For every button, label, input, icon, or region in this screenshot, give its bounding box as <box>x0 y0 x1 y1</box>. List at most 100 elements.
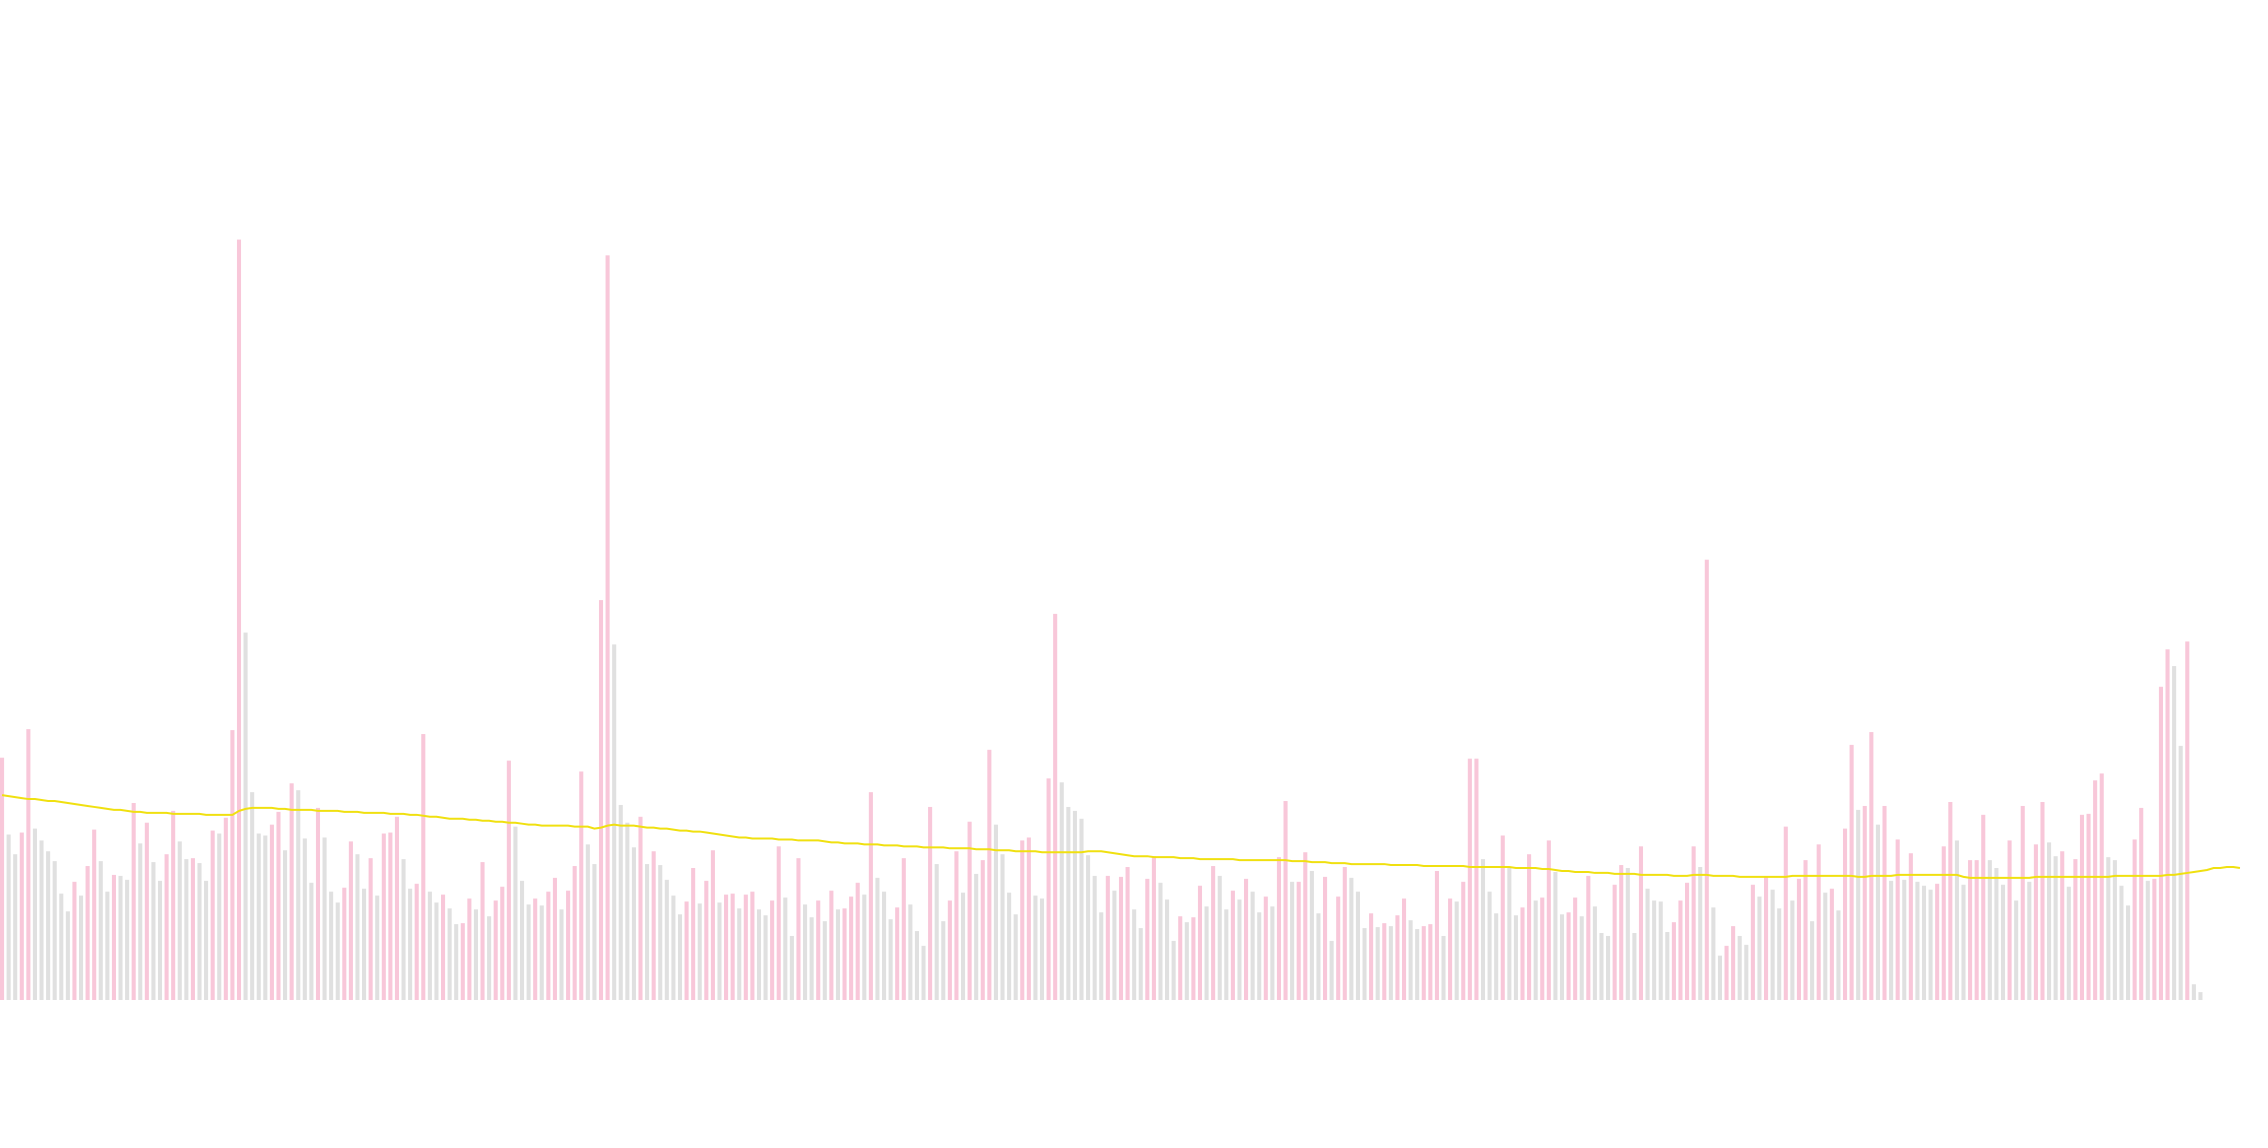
volume-bar <box>1072 810 1077 1000</box>
volume-bar <box>1494 913 1499 1000</box>
volume-bar <box>52 861 57 1000</box>
volume-bar <box>1816 844 1821 1000</box>
volume-bar <box>1033 895 1038 1000</box>
volume-bar <box>460 923 465 1000</box>
volume-bar <box>296 790 301 1000</box>
volume-bar <box>1276 857 1282 1000</box>
volume-bar <box>533 898 538 1000</box>
volume-bar <box>447 908 452 1000</box>
volume-bar <box>618 804 623 1000</box>
volume-bar <box>677 914 683 1000</box>
volume-bar <box>1606 935 1611 1000</box>
volume-bar <box>875 877 880 1000</box>
volume-bar <box>1757 896 1762 1000</box>
volume-bar <box>1020 840 1025 1000</box>
volume-bar <box>1244 878 1249 1000</box>
volume-bar <box>849 896 854 1000</box>
volume-bar <box>1184 922 1189 1000</box>
volume-bar <box>1211 866 1216 1000</box>
volume-bar <box>1039 898 1045 1000</box>
volume-bar <box>1829 888 1834 1000</box>
volume-bar <box>19 832 24 1000</box>
volume-bar <box>1645 888 1650 1000</box>
volume-bar <box>32 828 37 1000</box>
volume-bar <box>2132 839 2137 1000</box>
volume-bar <box>1935 883 1940 1000</box>
volume-bar <box>717 902 722 1000</box>
volume-bar <box>1283 801 1288 1000</box>
volume-bar <box>651 851 656 1000</box>
volume-bar <box>1981 814 1986 1000</box>
volume-bar <box>1480 859 1486 1000</box>
volume-bar <box>1961 884 1966 1000</box>
volume-bar <box>1408 920 1413 1000</box>
volume-bar <box>197 863 202 1000</box>
volume-bar <box>1461 881 1466 1000</box>
volume-bar <box>1968 860 1973 1000</box>
volume-bar <box>546 891 551 1000</box>
volume-bar <box>105 891 110 1000</box>
volume-bar <box>1316 913 1321 1000</box>
volume-bar <box>368 858 373 1000</box>
volume-bar <box>1197 885 1203 1000</box>
volume-bar <box>796 858 801 1000</box>
volume-bar <box>263 835 268 1000</box>
volume-bar <box>645 864 650 1000</box>
volume-bar <box>322 837 327 1000</box>
volume-bar <box>763 915 768 1000</box>
volume-bar <box>750 891 755 1000</box>
volume-bar <box>783 897 788 1000</box>
volume-bar <box>111 874 116 1000</box>
volume-bar <box>1309 870 1314 1000</box>
volume-bar <box>974 873 979 1000</box>
volume-bar <box>1086 855 1091 1000</box>
volume-bar <box>2172 666 2177 1000</box>
volume-bar <box>1230 890 1235 1000</box>
volume-bar <box>2020 805 2025 1000</box>
volume-bar <box>842 908 847 1000</box>
volume-bar <box>1448 898 1453 1000</box>
volume-bar <box>1434 870 1439 1000</box>
volume-bar <box>164 854 169 1000</box>
volume-bar <box>1158 882 1163 1000</box>
volume-bar <box>1105 875 1110 1000</box>
volume-bar <box>1270 906 1275 1000</box>
volume-bar <box>493 900 498 1000</box>
volume-bar <box>408 888 413 1000</box>
volume-bar <box>2099 773 2104 1000</box>
volume-bar <box>2060 851 2065 1000</box>
volume-bar <box>92 829 97 1000</box>
volume-bar <box>2040 802 2045 1000</box>
volume-bar <box>1026 837 1031 1000</box>
volume-bar <box>2093 780 2098 1000</box>
volume-bar <box>1559 914 1565 1000</box>
volume-bar <box>204 880 209 1000</box>
volume-bar <box>1954 840 1959 1000</box>
volume-bar <box>362 888 367 1000</box>
volume-bar <box>26 729 31 1001</box>
volume-bar <box>500 886 505 1000</box>
volume-bar <box>1599 933 1604 1000</box>
volume-bar <box>658 865 663 1000</box>
volume-bar <box>1467 758 1472 1000</box>
volume-bar <box>1013 914 1018 1000</box>
volume-bar <box>1777 908 1782 1000</box>
volume-bar <box>39 840 44 1000</box>
volume-bar <box>1836 910 1841 1000</box>
volume-bar <box>1665 932 1670 1000</box>
volume-bar <box>888 919 893 1000</box>
volume-bar <box>1428 924 1433 1000</box>
volume-bar <box>1401 898 1407 1000</box>
volume-bar <box>1796 878 1801 1000</box>
volume-bar <box>1118 876 1124 1001</box>
volume-bar <box>1915 881 1920 1000</box>
volume-bar <box>2014 900 2019 1000</box>
volume-bar <box>1329 940 1334 1000</box>
volume-bar <box>1810 921 1815 1000</box>
volume-bar <box>1165 899 1170 1000</box>
volume-bar <box>1342 867 1347 1000</box>
volume-bar <box>835 909 841 1000</box>
volume-bar <box>177 841 182 1000</box>
volume-bar <box>2165 649 2170 1000</box>
